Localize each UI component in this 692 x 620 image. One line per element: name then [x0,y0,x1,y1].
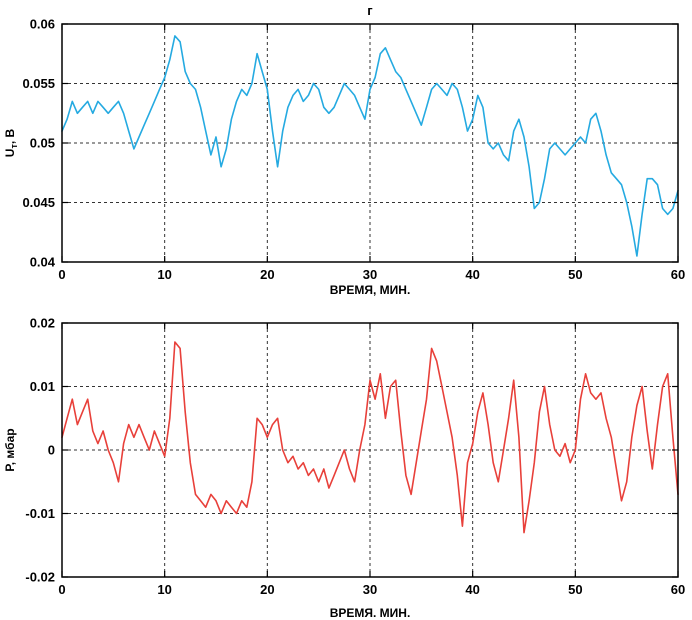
y-tick-label: -0.02 [25,570,55,585]
y-tick-label: 0.04 [30,255,56,270]
x-tick-label: 10 [157,582,171,597]
x-tick-label: 30 [363,267,377,282]
voltage-chart-svg: 0 10 20 30 40 50 60 0.04 0.045 0.05 0.055 0.06 ВРЕМЯ… [3,3,685,297]
series-line [61,35,679,257]
x-tick-label: 40 [465,582,479,597]
pressure-chart-svg: 0 10 20 30 40 50 60 -0.02 -0.01 0 0.01 0.02 ВРЕМЯ. М… [3,316,685,620]
y-axis-label: Р, мбар [3,428,17,471]
voltage-chart: 0 10 20 30 40 50 60 0.04 0.045 0.05 0.055 0.06 ВРЕМЯ… [0,0,692,307]
x-tick-label: 20 [260,582,274,597]
x-tick-label: 60 [671,582,685,597]
x-tick-label: 50 [568,267,582,282]
x-axis-label: ВРЕМЯ, МИН. [330,283,411,297]
y-tick-label: -0.01 [25,506,55,521]
x-tick-label: 10 [157,267,171,282]
pressure-chart: 0 10 20 30 40 50 60 -0.02 -0.01 0 0.01 0.02 ВРЕМЯ. М… [0,307,692,620]
x-tick-label: 20 [260,267,274,282]
y-tick-label: 0.045 [22,195,55,210]
y-tick-label: 0.02 [30,316,55,331]
x-tick-label: 0 [58,582,65,597]
y-tick-label: 0.06 [30,17,55,32]
y-tick-label: 0 [48,443,55,458]
x-tick-label: 60 [671,267,685,282]
y-tick-label: 0.055 [22,76,55,91]
y-axis-label: Uт, В [3,128,19,157]
chart-title: г [367,3,373,18]
y-tick-label: 0.05 [30,136,55,151]
y-tick-label: 0.01 [30,379,55,394]
x-tick-label: 0 [58,267,65,282]
x-tick-label: 50 [568,582,582,597]
x-tick-label: 40 [465,267,479,282]
x-tick-label: 30 [363,582,377,597]
x-axis-label: ВРЕМЯ. МИН. [330,606,411,620]
series-line [61,341,679,534]
